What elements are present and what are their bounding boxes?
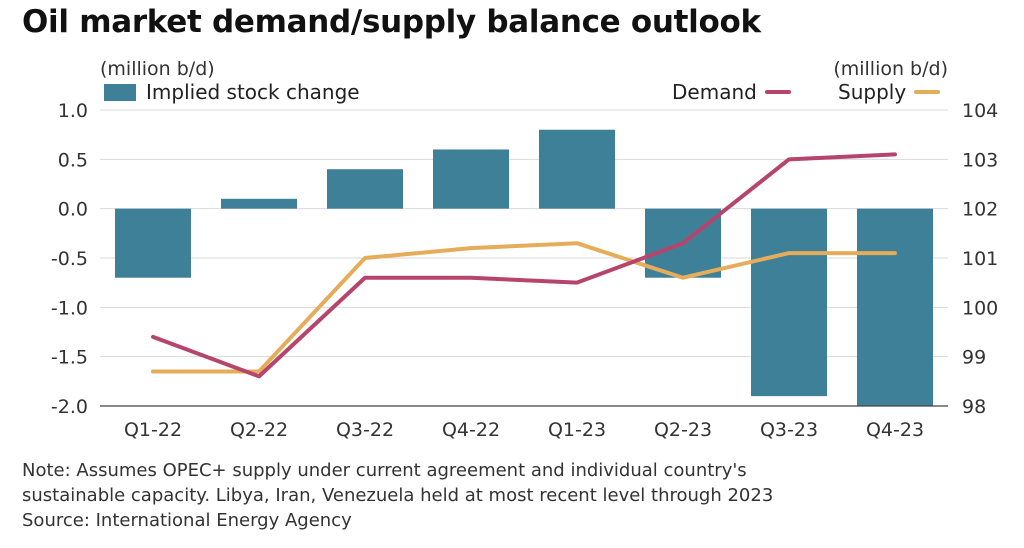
y-tick-right: 99 xyxy=(962,347,986,369)
y-tick-left: -0.5 xyxy=(51,248,88,270)
footnote: Note: Assumes OPEC+ supply under current… xyxy=(22,458,982,533)
legend-demand: Demand xyxy=(672,80,791,104)
right-axis-unit: (million b/d) xyxy=(833,58,948,80)
x-tick-label: Q4-23 xyxy=(866,419,924,441)
y-tick-left: -1.5 xyxy=(51,347,88,369)
bar xyxy=(857,208,933,406)
legend-supply: Supply xyxy=(838,80,941,104)
y-tick-left: 1.0 xyxy=(58,100,88,122)
y-tick-left: 0.5 xyxy=(58,149,88,171)
y-tick-left: -2.0 xyxy=(51,396,88,418)
legend-demand-label: Demand xyxy=(672,80,757,104)
chart-title: Oil market demand/supply balance outlook xyxy=(22,4,761,40)
left-axis-unit: (million b/d) xyxy=(100,58,215,80)
y-tick-right: 102 xyxy=(962,199,998,221)
legend-supply-label: Supply xyxy=(838,80,907,104)
x-tick-label: Q3-22 xyxy=(336,419,394,441)
bar xyxy=(751,208,827,397)
y-tick-right: 101 xyxy=(962,248,998,270)
x-tick-label: Q3-23 xyxy=(760,419,818,441)
legend-bars: Implied stock change xyxy=(104,80,360,104)
legend-bars-label: Implied stock change xyxy=(146,80,360,104)
x-tick-label: Q2-23 xyxy=(654,419,712,441)
legend-demand-swatch xyxy=(764,90,791,94)
bar xyxy=(115,208,191,278)
y-tick-left: 0.0 xyxy=(58,199,88,221)
legend-bar-swatch xyxy=(104,83,136,101)
bar xyxy=(433,149,509,209)
x-tick-label: Q1-22 xyxy=(124,419,182,441)
bar xyxy=(539,129,615,209)
demand-line xyxy=(151,152,897,379)
x-tick-label: Q4-22 xyxy=(442,419,500,441)
supply-line xyxy=(151,241,897,374)
note-line-1: Note: Assumes OPEC+ supply under current… xyxy=(22,460,747,481)
x-tick-label: Q2-22 xyxy=(230,419,288,441)
y-tick-left: -1.0 xyxy=(51,297,88,319)
y-tick-right: 100 xyxy=(962,297,998,319)
y-tick-right: 104 xyxy=(962,100,998,122)
note-line-2: sustainable capacity. Libya, Iran, Venez… xyxy=(22,485,774,506)
bar xyxy=(221,198,297,209)
source-line: Source: International Energy Agency xyxy=(22,510,352,531)
legend-supply-swatch xyxy=(914,90,941,94)
x-tick-label: Q1-23 xyxy=(548,419,606,441)
bar xyxy=(327,169,403,209)
y-tick-right: 103 xyxy=(962,149,998,171)
y-tick-right: 98 xyxy=(962,396,986,418)
